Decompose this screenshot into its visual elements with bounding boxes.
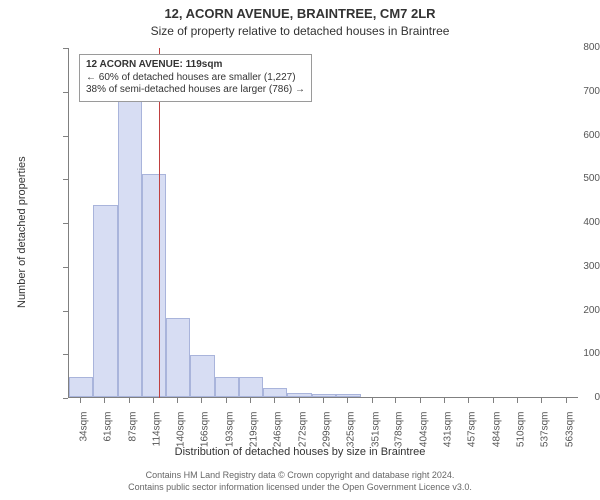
x-tick-mark	[153, 398, 154, 403]
x-tick-mark	[566, 398, 567, 403]
x-tick-mark	[177, 398, 178, 403]
histogram-bar	[239, 377, 264, 397]
x-tick-mark	[323, 398, 324, 403]
y-axis-label: Number of detached properties	[16, 156, 28, 308]
x-tick-mark	[80, 398, 81, 403]
histogram-bar	[166, 318, 190, 397]
histogram-bar	[142, 174, 166, 397]
x-tick-mark	[226, 398, 227, 403]
chart-title-main: 12, ACORN AVENUE, BRAINTREE, CM7 2LR	[0, 6, 600, 21]
histogram-bar	[336, 394, 361, 398]
x-tick-mark	[517, 398, 518, 403]
x-tick-mark	[395, 398, 396, 403]
annotation-line-1: 12 ACORN AVENUE: 119sqm	[86, 59, 305, 72]
annotation-box: 12 ACORN AVENUE: 119sqm← 60% of detached…	[79, 54, 312, 102]
x-tick-mark	[372, 398, 373, 403]
x-tick-mark	[468, 398, 469, 403]
chart-title-sub: Size of property relative to detached ho…	[0, 24, 600, 38]
x-axis-label: Distribution of detached houses by size …	[0, 446, 600, 458]
histogram-bar	[263, 388, 287, 397]
histogram-bar	[312, 394, 336, 398]
x-tick-mark	[129, 398, 130, 403]
histogram-bar	[287, 393, 312, 397]
x-tick-mark	[274, 398, 275, 403]
x-tick-mark	[250, 398, 251, 403]
footer-line-1: Contains HM Land Registry data © Crown c…	[0, 470, 600, 480]
x-tick-mark	[493, 398, 494, 403]
annotation-line-3: 38% of semi-detached houses are larger (…	[86, 84, 305, 97]
plot-area: 12 ACORN AVENUE: 119sqm← 60% of detached…	[68, 48, 578, 398]
y-tick-mark	[63, 398, 68, 399]
x-tick-mark	[104, 398, 105, 403]
footer-line-2: Contains public sector information licen…	[0, 482, 600, 492]
histogram-bar	[118, 91, 143, 397]
annotation-line-2: ← 60% of detached houses are smaller (1,…	[86, 72, 305, 85]
figure-root: 12, ACORN AVENUE, BRAINTREE, CM7 2LR Siz…	[0, 0, 600, 500]
x-tick-mark	[444, 398, 445, 403]
x-tick-mark	[201, 398, 202, 403]
histogram-bar	[215, 377, 239, 397]
histogram-bar	[190, 355, 215, 397]
x-tick-mark	[299, 398, 300, 403]
x-tick-mark	[541, 398, 542, 403]
histogram-bar	[69, 377, 93, 397]
x-tick-mark	[347, 398, 348, 403]
x-tick-mark	[420, 398, 421, 403]
histogram-bar	[93, 205, 118, 398]
